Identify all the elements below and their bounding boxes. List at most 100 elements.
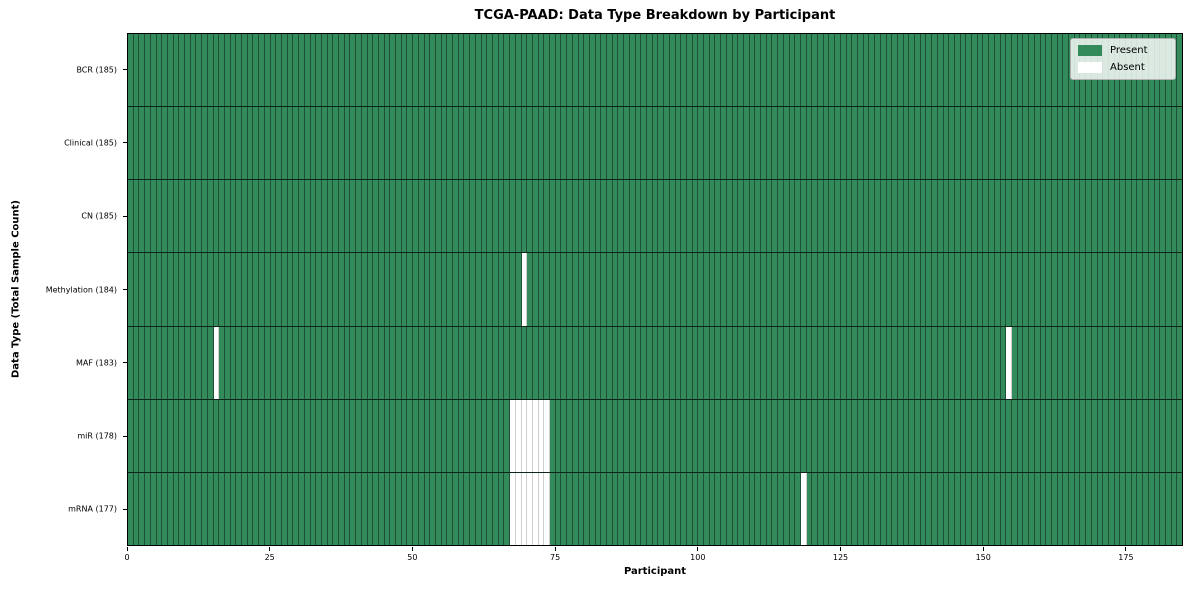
matrix-cell [1154, 399, 1161, 472]
matrix-cell [772, 399, 779, 472]
matrix-cell [515, 326, 522, 399]
matrix-cell [373, 326, 379, 399]
matrix-cell [1040, 253, 1047, 326]
matrix-cell [521, 399, 528, 472]
matrix-cell [595, 107, 602, 180]
matrix-cell [1029, 34, 1035, 107]
matrix-cell [424, 472, 431, 545]
matrix-cell [384, 253, 391, 326]
matrix-cell [567, 180, 573, 253]
x-tick [126, 547, 128, 551]
matrix-cell [652, 253, 659, 326]
matrix-cell [641, 326, 647, 399]
matrix-cell [692, 399, 699, 472]
matrix-cell [869, 472, 876, 545]
matrix-cell [1011, 472, 1018, 545]
matrix-cell [550, 253, 556, 326]
matrix-cell [721, 180, 727, 253]
matrix-cell [943, 326, 950, 399]
matrix-cell [761, 399, 767, 472]
matrix-cell [909, 326, 916, 399]
matrix-cell [247, 326, 254, 399]
matrix-cell [960, 34, 967, 107]
matrix-cell [1000, 180, 1007, 253]
matrix-cell [224, 180, 231, 253]
matrix-cell [709, 326, 716, 399]
matrix-cell [972, 399, 978, 472]
matrix-cell [367, 399, 374, 472]
matrix-cell [418, 253, 425, 326]
matrix-cell [567, 34, 573, 107]
matrix-cell [1023, 34, 1030, 107]
matrix-cell [561, 107, 568, 180]
matrix-cell [1126, 107, 1132, 180]
matrix-cell [806, 180, 813, 253]
matrix-cell [378, 107, 385, 180]
matrix-cell [1097, 399, 1104, 472]
matrix-cell [299, 180, 305, 253]
matrix-cell [538, 399, 545, 472]
matrix-cell [339, 107, 345, 180]
matrix-cell [378, 34, 385, 107]
matrix-cell [504, 326, 511, 399]
matrix-cell [595, 326, 602, 399]
matrix-cell [384, 107, 391, 180]
matrix-cell [897, 34, 904, 107]
matrix-cell [470, 34, 476, 107]
matrix-cell [1177, 399, 1183, 472]
matrix-cell [493, 253, 499, 326]
matrix-cell [207, 253, 214, 326]
matrix-cell [909, 34, 916, 107]
matrix-cell [493, 326, 499, 399]
matrix-cell [954, 472, 961, 545]
matrix-cell [629, 34, 636, 107]
matrix-cell [1011, 253, 1018, 326]
matrix-cell [766, 472, 773, 545]
matrix-cell [903, 180, 910, 253]
matrix-cell [704, 180, 710, 253]
matrix-cell [743, 107, 750, 180]
matrix-cell [430, 399, 436, 472]
matrix-cell [521, 180, 528, 253]
matrix-cell [413, 34, 419, 107]
matrix-cell [1177, 107, 1183, 180]
matrix-cell [156, 253, 163, 326]
matrix-cell [635, 34, 642, 107]
matrix-cell [532, 180, 539, 253]
matrix-cell [749, 107, 756, 180]
matrix-cell [150, 253, 157, 326]
matrix-cell [253, 34, 260, 107]
matrix-cell [293, 472, 300, 545]
matrix-cell [818, 34, 824, 107]
matrix-cell [515, 107, 522, 180]
matrix-cell [527, 253, 533, 326]
matrix-cell [407, 107, 414, 180]
matrix-cell [1074, 180, 1081, 253]
matrix-cell [897, 253, 904, 326]
matrix-cell [721, 472, 727, 545]
matrix-cell [1097, 180, 1104, 253]
matrix-cell [589, 34, 596, 107]
matrix-cell [624, 34, 630, 107]
matrix-cell [521, 34, 528, 107]
matrix-cell [1074, 399, 1081, 472]
matrix-cell [892, 399, 898, 472]
matrix-cell [738, 253, 744, 326]
matrix-cell [145, 180, 151, 253]
matrix-cell [287, 472, 294, 545]
matrix-cell [242, 472, 248, 545]
matrix-cell [641, 180, 647, 253]
matrix-cell [401, 399, 408, 472]
matrix-cell [840, 399, 847, 472]
matrix-cell [1080, 107, 1087, 180]
matrix-cell [789, 34, 796, 107]
matrix-cell [435, 34, 442, 107]
matrix-cell [618, 472, 625, 545]
matrix-cell [316, 107, 322, 180]
matrix-cell [1011, 399, 1018, 472]
matrix-cell [755, 253, 762, 326]
matrix-cell [903, 34, 910, 107]
matrix-cell [949, 472, 955, 545]
matrix-cell [327, 34, 334, 107]
matrix-cell [829, 326, 836, 399]
